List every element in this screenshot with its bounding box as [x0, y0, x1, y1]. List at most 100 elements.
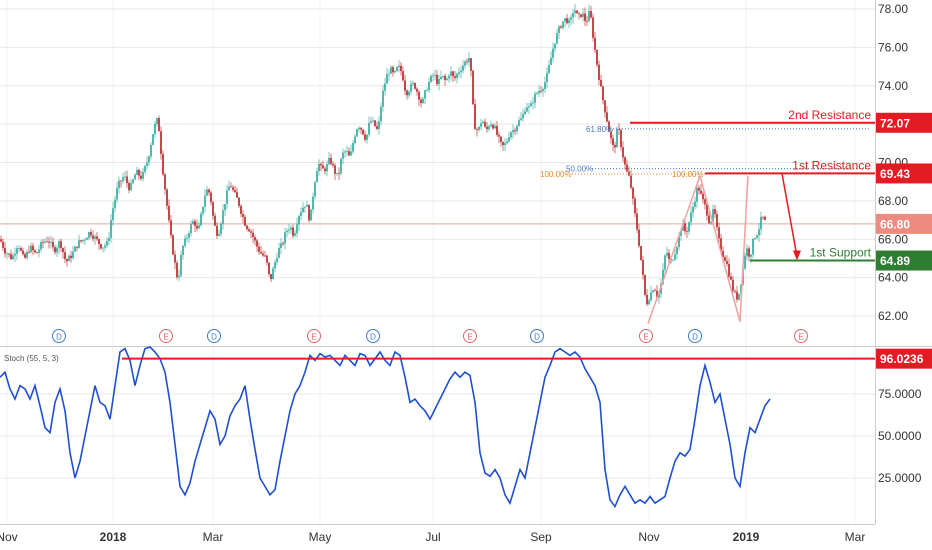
candle-body [206, 189, 208, 196]
candle-body [278, 247, 280, 258]
candle-body [224, 204, 226, 211]
event-marker-circle[interactable] [366, 329, 380, 343]
candle-body [556, 33, 558, 44]
candle-body [236, 192, 238, 198]
candle-body [346, 151, 348, 153]
candle-body [604, 100, 606, 113]
candle-body [466, 61, 468, 63]
candle-body [662, 269, 664, 284]
candle-body [704, 199, 706, 205]
stoch-tick-label: 50.0000 [878, 429, 922, 443]
candle-body [384, 83, 386, 91]
price-tick-label: 66.00 [878, 232, 908, 246]
candle-body [524, 111, 526, 115]
candle-body [488, 126, 490, 130]
candle-body [546, 72, 548, 83]
candle-body [234, 189, 236, 193]
candle-body [640, 246, 642, 260]
candle-body [706, 204, 708, 216]
candle-body [86, 237, 88, 240]
candle-body [178, 275, 180, 278]
candle-body [664, 255, 666, 270]
candle-body [458, 72, 460, 74]
candle-body [354, 136, 356, 144]
candle-body [672, 259, 674, 261]
price-tick-label: 78.00 [878, 2, 908, 16]
event-marker-circle[interactable] [463, 329, 477, 343]
time-axis: Nov 2018 Mar May Jul Sep Nov 2019 Mar [0, 530, 865, 544]
price-tick-label: 64.00 [878, 271, 908, 285]
candle-body [468, 58, 470, 63]
candle-body [762, 216, 764, 218]
candle-body [108, 237, 110, 242]
candle-body [566, 18, 568, 24]
candle-body [682, 223, 684, 231]
event-marker-circle[interactable] [639, 329, 653, 343]
projection-arrows [647, 173, 801, 324]
candle-body [62, 247, 64, 253]
resistance-1-label: 1st Resistance [792, 158, 871, 172]
candle-body [586, 21, 588, 22]
event-marker-circle[interactable] [159, 329, 173, 343]
candle-body [96, 236, 98, 240]
candle-body [562, 21, 564, 28]
candle-body [612, 138, 614, 146]
candle-body [252, 232, 254, 238]
stoch-level-tag [876, 348, 932, 369]
candle-body [760, 216, 762, 230]
candle-body [746, 248, 748, 256]
event-marker-circle[interactable] [794, 329, 808, 343]
candle-body [464, 61, 466, 66]
event-marker-circle[interactable] [688, 329, 702, 343]
event-marker-circle[interactable] [207, 329, 221, 343]
candle-body [688, 222, 690, 232]
candle-body [526, 107, 528, 112]
candle-body [176, 262, 178, 278]
candle-body [262, 253, 264, 256]
candle-body [164, 174, 166, 190]
candle-body [554, 43, 556, 49]
candle-body [730, 276, 732, 280]
candle-body [106, 241, 108, 246]
candle-body [514, 130, 516, 132]
candle-body [400, 65, 402, 72]
candle-body [474, 104, 476, 130]
candle-body [372, 120, 374, 122]
candle-body [626, 164, 628, 172]
candle-body [194, 221, 196, 226]
candle-body [434, 74, 436, 76]
candle-body [328, 157, 330, 165]
event-marker-circle[interactable] [530, 329, 544, 343]
candle-body [680, 230, 682, 236]
event-marker-letter: D [370, 333, 376, 342]
candle-body [740, 284, 742, 294]
stoch-tick-label: 25.0000 [878, 471, 922, 485]
candle-body [156, 118, 158, 124]
candle-body [686, 231, 688, 233]
candle-body [174, 254, 176, 263]
candle-body [70, 255, 72, 259]
candle-body [518, 120, 520, 126]
candle-body [568, 19, 570, 24]
candle-body [192, 221, 194, 225]
candle-body [90, 232, 92, 236]
candle-body [14, 253, 16, 256]
candle-body [618, 129, 620, 130]
candle-body [36, 252, 38, 254]
candle-body [538, 91, 540, 94]
candle-body [558, 26, 560, 34]
time-tick-label: Mar [203, 530, 224, 544]
event-marker-circle[interactable] [307, 329, 321, 343]
candle-body [402, 71, 404, 81]
candle-body [344, 151, 346, 153]
event-marker-circle[interactable] [52, 329, 66, 343]
candle-body [136, 169, 138, 175]
candle-body [160, 131, 162, 154]
candle-body [60, 241, 62, 248]
candle-body [624, 157, 626, 165]
candle-body [270, 273, 272, 280]
candle-body [694, 201, 696, 207]
candle-body [10, 254, 12, 260]
candle-body [314, 182, 316, 197]
